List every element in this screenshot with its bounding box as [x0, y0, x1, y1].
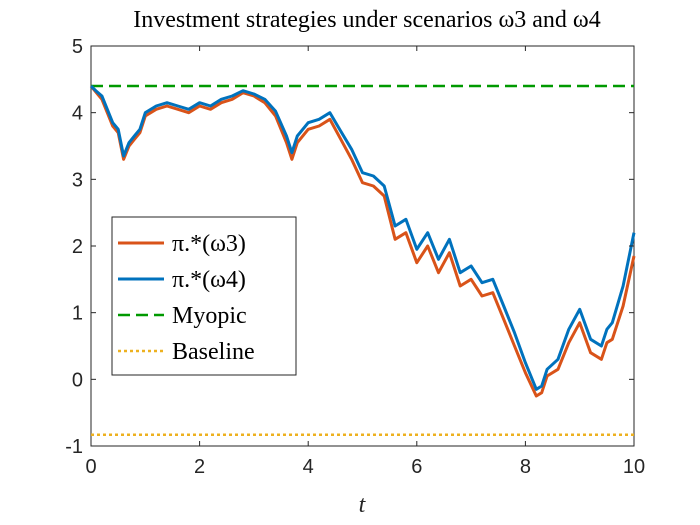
legend-items: π.*(ω3) π.*(ω4) Myopic Baseline — [118, 231, 255, 365]
legend-label: π.*(ω3) — [172, 231, 246, 257]
series-line-1 — [89, 84, 636, 391]
legend-label: Myopic — [172, 303, 247, 329]
chart-title: Investment strategies under scenarios ω3… — [133, 7, 600, 33]
x-tick-label: 10 — [623, 456, 645, 478]
x-tick-label: 0 — [85, 456, 96, 478]
y-tick-label: 1 — [72, 303, 83, 325]
x-tick-label: 4 — [303, 456, 314, 478]
series-layer — [89, 84, 636, 436]
x-tick-label: 6 — [411, 456, 422, 478]
y-tick-label: 2 — [72, 236, 83, 258]
legend-label: Baseline — [172, 339, 255, 365]
x-tick-label: 8 — [520, 456, 531, 478]
x-tick-label: 2 — [194, 456, 205, 478]
x-axis-label: t — [359, 492, 367, 518]
y-tick-label: 3 — [72, 169, 83, 191]
y-tick-label: 0 — [72, 369, 83, 391]
y-tick-label: -1 — [65, 436, 83, 458]
legend-label: π.*(ω4) — [172, 267, 246, 293]
y-tick-label: 5 — [72, 36, 83, 58]
legend: π.*(ω3) π.*(ω4) Myopic Baseline — [111, 216, 297, 376]
y-tick-label: 4 — [72, 103, 83, 125]
